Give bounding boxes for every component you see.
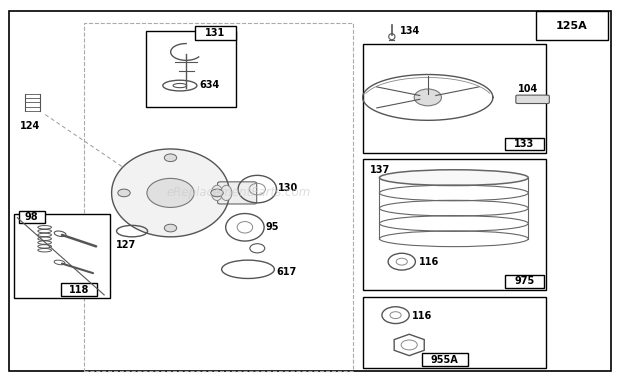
Text: 104: 104 [518, 84, 538, 94]
FancyBboxPatch shape [146, 31, 236, 107]
Text: 131: 131 [205, 28, 226, 38]
Text: 137: 137 [370, 165, 390, 175]
Text: 127: 127 [117, 240, 136, 250]
Ellipse shape [211, 185, 223, 201]
Text: 116: 116 [412, 311, 433, 320]
Text: 133: 133 [515, 139, 534, 149]
Text: 95: 95 [265, 222, 279, 232]
Ellipse shape [379, 170, 528, 186]
Circle shape [118, 189, 130, 197]
FancyBboxPatch shape [363, 44, 546, 153]
FancyBboxPatch shape [218, 182, 257, 204]
Circle shape [414, 89, 441, 106]
FancyBboxPatch shape [422, 353, 468, 366]
Circle shape [147, 178, 194, 207]
FancyBboxPatch shape [363, 297, 546, 368]
Circle shape [164, 154, 177, 162]
Circle shape [164, 224, 177, 232]
Text: 125A: 125A [556, 21, 588, 31]
Text: 955A: 955A [431, 354, 459, 365]
Text: 134: 134 [400, 26, 420, 36]
Text: 634: 634 [200, 80, 220, 90]
FancyBboxPatch shape [61, 283, 97, 296]
Text: 617: 617 [276, 267, 296, 277]
Text: eReplacementParts.com: eReplacementParts.com [167, 186, 311, 199]
FancyBboxPatch shape [195, 26, 236, 40]
Text: 130: 130 [278, 183, 298, 193]
Text: 124: 124 [20, 121, 40, 131]
FancyBboxPatch shape [19, 211, 45, 223]
Circle shape [211, 189, 223, 197]
FancyBboxPatch shape [536, 11, 608, 40]
Text: 975: 975 [515, 276, 534, 286]
Ellipse shape [221, 185, 232, 201]
FancyBboxPatch shape [505, 138, 544, 150]
FancyBboxPatch shape [14, 214, 110, 298]
FancyBboxPatch shape [505, 275, 544, 288]
FancyBboxPatch shape [516, 95, 549, 104]
Text: 118: 118 [69, 285, 89, 295]
FancyBboxPatch shape [363, 159, 546, 290]
Text: 116: 116 [419, 257, 440, 267]
Text: 98: 98 [25, 212, 38, 222]
Polygon shape [112, 149, 229, 237]
